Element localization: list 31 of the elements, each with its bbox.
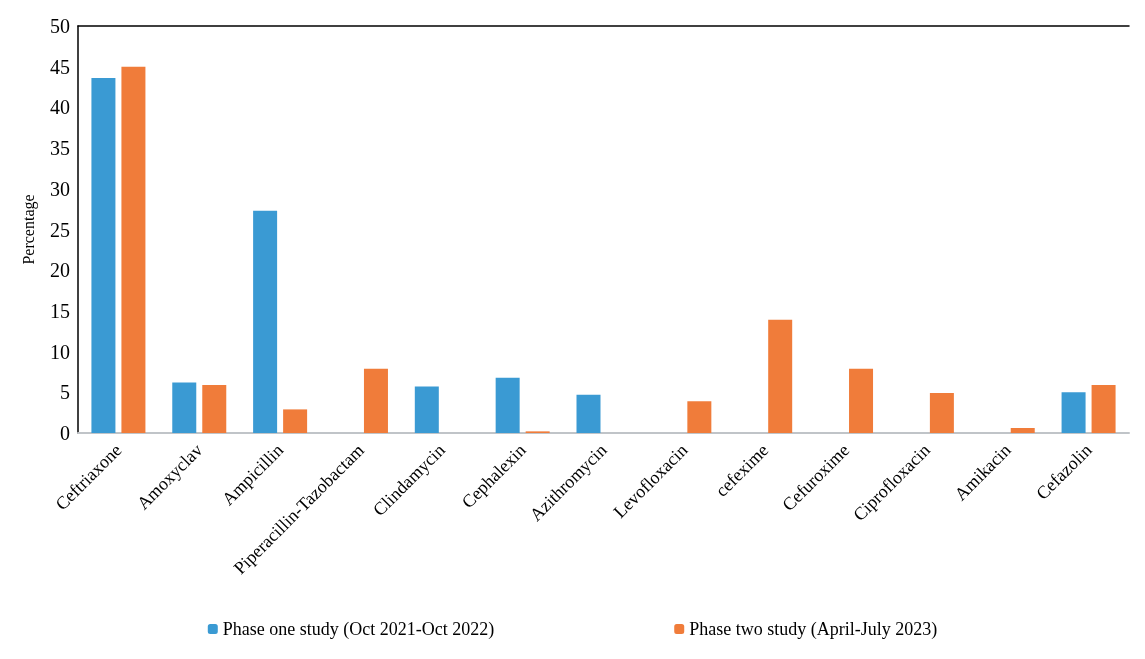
y-tick-label: 0	[60, 422, 70, 444]
bar	[495, 377, 520, 433]
bar	[253, 210, 278, 433]
y-tick-label: 10	[50, 340, 70, 363]
bar	[91, 78, 116, 433]
y-tick-label: 30	[50, 177, 70, 200]
bar	[1061, 392, 1086, 433]
bar	[929, 393, 954, 433]
bar	[414, 386, 439, 433]
bar	[687, 401, 712, 433]
y-tick-label: 5	[60, 381, 70, 404]
bar	[202, 384, 227, 433]
legend-label: Phase one study (Oct 2021-Oct 2022)	[222, 619, 495, 640]
bar	[121, 66, 146, 433]
bar	[768, 319, 793, 433]
bar	[849, 368, 874, 433]
y-tick-label: 35	[50, 137, 70, 160]
y-tick-label: 45	[50, 55, 70, 78]
y-tick-label: 20	[50, 259, 70, 282]
y-tick-label: 50	[50, 15, 70, 37]
bar	[1091, 384, 1116, 433]
y-tick-label: 15	[50, 299, 70, 322]
legend-label: Phase two study (April-July 2023)	[689, 619, 938, 640]
y-axis-title: Percentage	[19, 194, 38, 265]
bar	[283, 409, 308, 433]
y-tick-label: 40	[50, 96, 70, 119]
y-tick-label: 25	[50, 218, 70, 241]
bar	[363, 368, 388, 433]
bar	[1010, 428, 1035, 433]
bar	[172, 382, 197, 433]
bar	[576, 394, 601, 433]
